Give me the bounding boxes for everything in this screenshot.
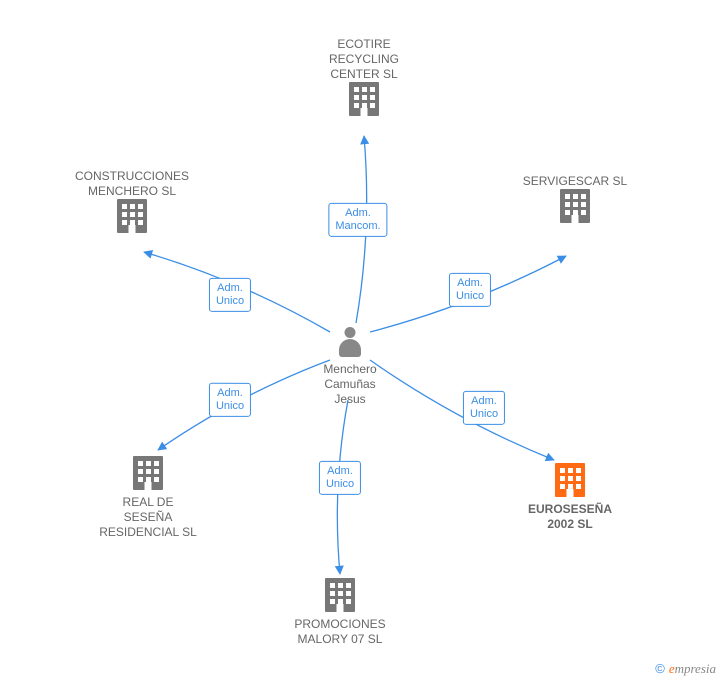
brand-rest: mpresia bbox=[675, 661, 716, 676]
building-icon bbox=[133, 456, 163, 490]
company-label: PROMOCIONES MALORY 07 SL bbox=[270, 617, 410, 647]
edge-label-promociones: Adm. Unico bbox=[319, 461, 361, 495]
building-icon bbox=[555, 463, 585, 497]
company-node-promociones: PROMOCIONES MALORY 07 SL bbox=[270, 578, 410, 647]
edge-label-eurosesena: Adm. Unico bbox=[463, 391, 505, 425]
edge-label-real: Adm. Unico bbox=[209, 383, 251, 417]
edge-label-servigescar: Adm. Unico bbox=[449, 273, 491, 307]
building-icon bbox=[560, 189, 590, 223]
building-icon bbox=[349, 82, 379, 116]
edge-label-ecotire: Adm. Mancom. bbox=[328, 203, 387, 237]
company-label: ECOTIRE RECYCLING CENTER SL bbox=[294, 37, 434, 82]
person-icon bbox=[336, 327, 364, 357]
diagram-canvas: Menchero Camuñas Jesus ECOTIRE RECYCLING… bbox=[0, 0, 728, 685]
company-label: SERVIGESCAR SL bbox=[505, 174, 645, 189]
watermark: ©empresia bbox=[655, 661, 716, 677]
company-label: CONSTRUCCIONES MENCHERO SL bbox=[62, 169, 202, 199]
center-label: Menchero Camuñas Jesus bbox=[280, 362, 420, 407]
company-node-real: REAL DE SESEÑA RESIDENCIAL SL bbox=[78, 456, 218, 540]
building-icon bbox=[117, 199, 147, 233]
company-node-servigescar: SERVIGESCAR SL bbox=[505, 174, 645, 228]
company-label: REAL DE SESEÑA RESIDENCIAL SL bbox=[78, 495, 218, 540]
center-node: Menchero Camuñas Jesus bbox=[280, 327, 420, 407]
copyright-symbol: © bbox=[655, 661, 665, 676]
edge-label-construcciones: Adm. Unico bbox=[209, 278, 251, 312]
company-node-eurosesena: EUROSESEÑA 2002 SL bbox=[500, 463, 640, 532]
company-label: EUROSESEÑA 2002 SL bbox=[500, 502, 640, 532]
company-node-construcciones: CONSTRUCCIONES MENCHERO SL bbox=[62, 169, 202, 238]
building-icon bbox=[325, 578, 355, 612]
company-node-ecotire: ECOTIRE RECYCLING CENTER SL bbox=[294, 37, 434, 121]
